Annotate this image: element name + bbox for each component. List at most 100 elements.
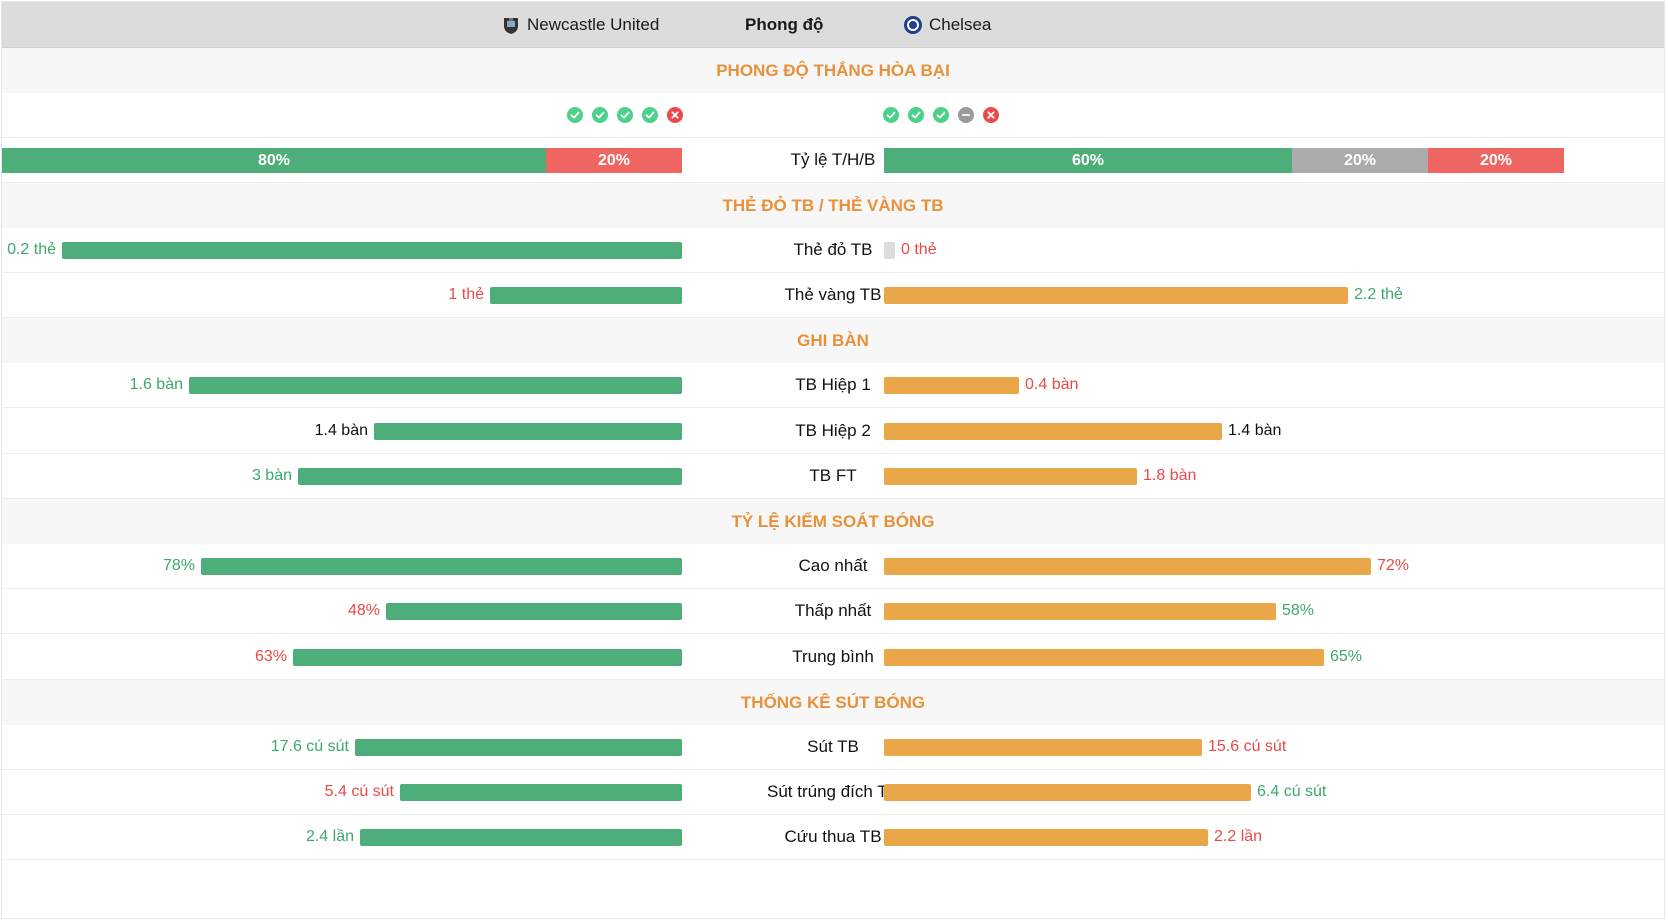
home-stat-bar xyxy=(62,242,682,259)
ratio-label: Tỷ lệ T/H/B xyxy=(790,150,876,169)
win-icon xyxy=(617,107,633,123)
home-stat-bar xyxy=(374,423,682,440)
away-ratio-segment: 60% xyxy=(884,148,1292,173)
win-icon xyxy=(567,107,583,123)
home-stat-value: 5.4 cú sút xyxy=(324,783,394,800)
away-team-header[interactable]: Chelsea xyxy=(903,2,991,47)
stat-label: Sút trúng đích TB xyxy=(767,782,899,801)
stat-row: 5.4 cú sút Sút trúng đích TB 6.4 cú sút xyxy=(2,770,1664,815)
win-icon xyxy=(883,107,899,123)
home-stat-value: 3 bàn xyxy=(251,467,292,484)
loss-icon xyxy=(983,107,999,123)
away-stat-bar xyxy=(884,649,1324,666)
home-stat-value: 1.6 bàn xyxy=(129,376,183,393)
win-icon xyxy=(642,107,658,123)
home-stat-bar xyxy=(360,829,682,846)
stat-label: Cứu thua TB xyxy=(784,827,882,846)
stat-row: 1.4 bàn TB Hiệp 2 1.4 bàn xyxy=(2,409,1664,454)
home-team-name: Newcastle United xyxy=(527,14,660,34)
home-stat-value: 78% xyxy=(162,557,195,574)
home-stat-bar xyxy=(355,739,682,756)
away-stat-bar xyxy=(884,287,1348,304)
section-title-possession: TỶ LỆ KIỂM SOÁT BÓNG xyxy=(2,499,1664,544)
away-stat-bar xyxy=(884,784,1251,801)
stat-label: Thẻ đỏ TB xyxy=(793,240,873,259)
home-ratio-segment: 20% xyxy=(546,148,682,173)
away-stat-bar xyxy=(884,603,1276,620)
stat-label: TB FT xyxy=(809,466,857,485)
home-stat-value: 1.4 bàn xyxy=(314,422,368,439)
home-stat-bar xyxy=(298,468,682,485)
home-stat-bar xyxy=(189,377,682,394)
away-stat-value: 72% xyxy=(1377,557,1410,574)
stat-row: 0.2 thẻ Thẻ đỏ TB 0 thẻ xyxy=(2,228,1664,273)
stat-label: TB Hiệp 1 xyxy=(795,375,871,394)
away-form-win-icon xyxy=(883,107,899,123)
away-stat-value: 15.6 cú sút xyxy=(1208,738,1287,755)
stat-row: 3 bàn TB FT 1.8 bàn xyxy=(2,454,1664,499)
away-stat-bar xyxy=(884,468,1137,485)
stat-label: Sút TB xyxy=(807,737,859,756)
away-stat-bar xyxy=(884,242,895,259)
draw-icon xyxy=(958,107,974,123)
stat-label: Thẻ vàng TB xyxy=(784,285,882,304)
section-title-form: PHONG ĐỘ THẮNG HÒA BẠI xyxy=(2,48,1664,93)
home-team-header[interactable]: Newcastle United xyxy=(501,2,659,47)
away-stat-value: 2.2 lần xyxy=(1214,828,1263,845)
away-stat-value: 58% xyxy=(1282,602,1315,619)
stat-row: 78% Cao nhất 72% xyxy=(2,544,1664,589)
stat-row: 1 thẻ Thẻ vàng TB 2.2 thẻ xyxy=(2,273,1664,318)
home-stat-bar xyxy=(386,603,682,620)
away-stat-value: 65% xyxy=(1330,648,1363,665)
away-form-draw-icon xyxy=(958,107,974,123)
away-form-loss-icon xyxy=(983,107,999,123)
away-stat-value: 1.4 bàn xyxy=(1228,422,1282,439)
section-title-cards: THẺ ĐỎ TB / THẺ VÀNG TB xyxy=(2,183,1664,228)
home-form-win-icon xyxy=(567,107,583,123)
ratio-row: 80% 20% Tỷ lệ T/H/B 60% 20% 20% xyxy=(2,138,1664,183)
away-stat-value: 1.8 bàn xyxy=(1143,467,1197,484)
home-stat-bar xyxy=(293,649,682,666)
away-stat-value: 0.4 bàn xyxy=(1025,376,1079,393)
home-stat-value: 1 thẻ xyxy=(448,286,484,303)
win-icon xyxy=(933,107,949,123)
section-title-shots: THỐNG KÊ SÚT BÓNG xyxy=(2,680,1664,725)
away-form-win-icon xyxy=(908,107,924,123)
away-stat-value: 2.2 thẻ xyxy=(1354,286,1403,303)
away-ratio-segment: 20% xyxy=(1292,148,1428,173)
header-middle-title: Phong độ xyxy=(745,14,824,34)
home-form-loss-icon xyxy=(667,107,683,123)
home-stat-value: 48% xyxy=(347,602,380,619)
away-stat-bar xyxy=(884,739,1202,756)
away-stat-bar xyxy=(884,423,1222,440)
away-stat-value: 0 thẻ xyxy=(901,241,937,258)
stat-label: TB Hiệp 2 xyxy=(795,421,871,440)
win-icon xyxy=(592,107,608,123)
home-form-win-icon xyxy=(642,107,658,123)
stat-label: Thấp nhất xyxy=(794,601,872,620)
header-bar: Newcastle United Phong độ Chelsea xyxy=(2,2,1664,48)
away-form-win-icon xyxy=(933,107,949,123)
section-title-goals: GHI BÀN xyxy=(2,318,1664,363)
stat-row: 63% Trung bình 65% xyxy=(2,635,1664,680)
home-form-win-icon xyxy=(617,107,633,123)
away-team-name: Chelsea xyxy=(929,14,992,34)
win-icon xyxy=(908,107,924,123)
home-stat-value: 0.2 thẻ xyxy=(7,241,56,258)
chelsea-crest-icon xyxy=(904,15,922,34)
home-stat-value: 2.4 lần xyxy=(305,828,354,845)
home-stat-value: 63% xyxy=(254,648,287,665)
loss-icon xyxy=(667,107,683,123)
away-stat-bar xyxy=(884,829,1208,846)
away-stat-value: 6.4 cú sút xyxy=(1257,783,1327,800)
home-stat-bar xyxy=(201,558,682,575)
away-stat-bar xyxy=(884,377,1019,394)
stat-row: 17.6 cú sút Sút TB 15.6 cú sút xyxy=(2,725,1664,770)
home-stat-bar xyxy=(400,784,682,801)
home-stat-bar xyxy=(490,287,682,304)
stat-row: 2.4 lần Cứu thua TB 2.2 lần xyxy=(2,815,1664,860)
stat-row: 48% Thấp nhất 58% xyxy=(2,589,1664,634)
stat-label: Cao nhất xyxy=(798,556,868,575)
home-ratio-segment: 80% xyxy=(2,148,546,173)
